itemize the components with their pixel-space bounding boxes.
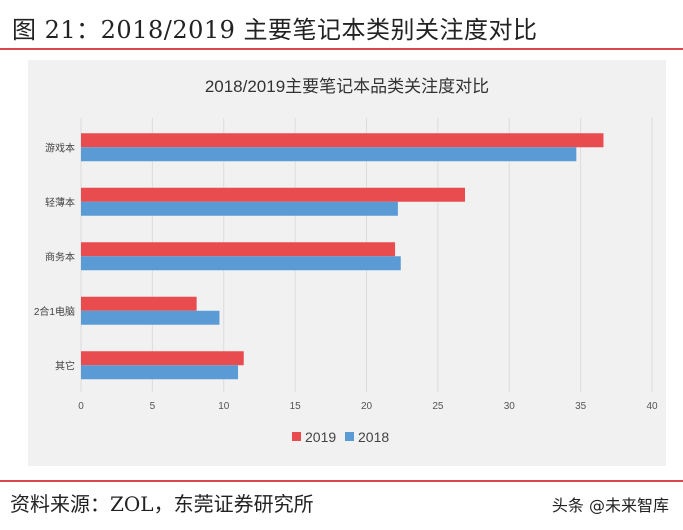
bar-2018-0: [81, 147, 577, 162]
category-label: 2合1电脑: [34, 305, 75, 318]
category-label: 商务本: [45, 250, 75, 263]
bar-2019-4: [81, 351, 244, 366]
legend-label-2018: 2018: [358, 429, 389, 445]
bar-2018-1: [81, 201, 398, 216]
x-tick-label: 20: [361, 401, 373, 412]
legend-swatch-2019: [292, 432, 301, 441]
legend-label-2019: 2019: [305, 429, 336, 445]
category-label: 游戏本: [45, 141, 75, 154]
x-tick-label: 10: [218, 401, 230, 412]
x-tick-label: 30: [504, 401, 516, 412]
bar-2018-4: [81, 365, 239, 380]
footer-rule: [0, 480, 683, 482]
category-label: 其它: [55, 359, 75, 372]
x-tick-label: 15: [290, 401, 302, 412]
legend-swatch-2018: [345, 432, 354, 441]
category-label: 轻薄本: [45, 196, 75, 209]
source-note: 资料来源：ZOL，东莞证券研究所: [10, 492, 314, 516]
bar-2019-3: [81, 296, 197, 311]
x-tick-label: 0: [78, 401, 84, 412]
x-tick-label: 5: [150, 401, 156, 412]
chart-title: 2018/2019主要笔记本品类关注度对比: [205, 77, 489, 96]
bar-2019-1: [81, 187, 465, 202]
watermark: 头条 @未来智库: [551, 496, 669, 515]
x-tick-label: 40: [646, 401, 658, 412]
title-rule: [0, 48, 683, 50]
figure-title: 图 21：2018/2019 主要笔记本类别关注度对比: [12, 16, 538, 44]
bar-2018-2: [81, 256, 401, 271]
x-tick-label: 25: [432, 401, 444, 412]
bar-2019-2: [81, 242, 396, 257]
bar-2019-0: [81, 133, 604, 148]
bar-2018-3: [81, 310, 220, 325]
x-tick-label: 35: [575, 401, 587, 412]
